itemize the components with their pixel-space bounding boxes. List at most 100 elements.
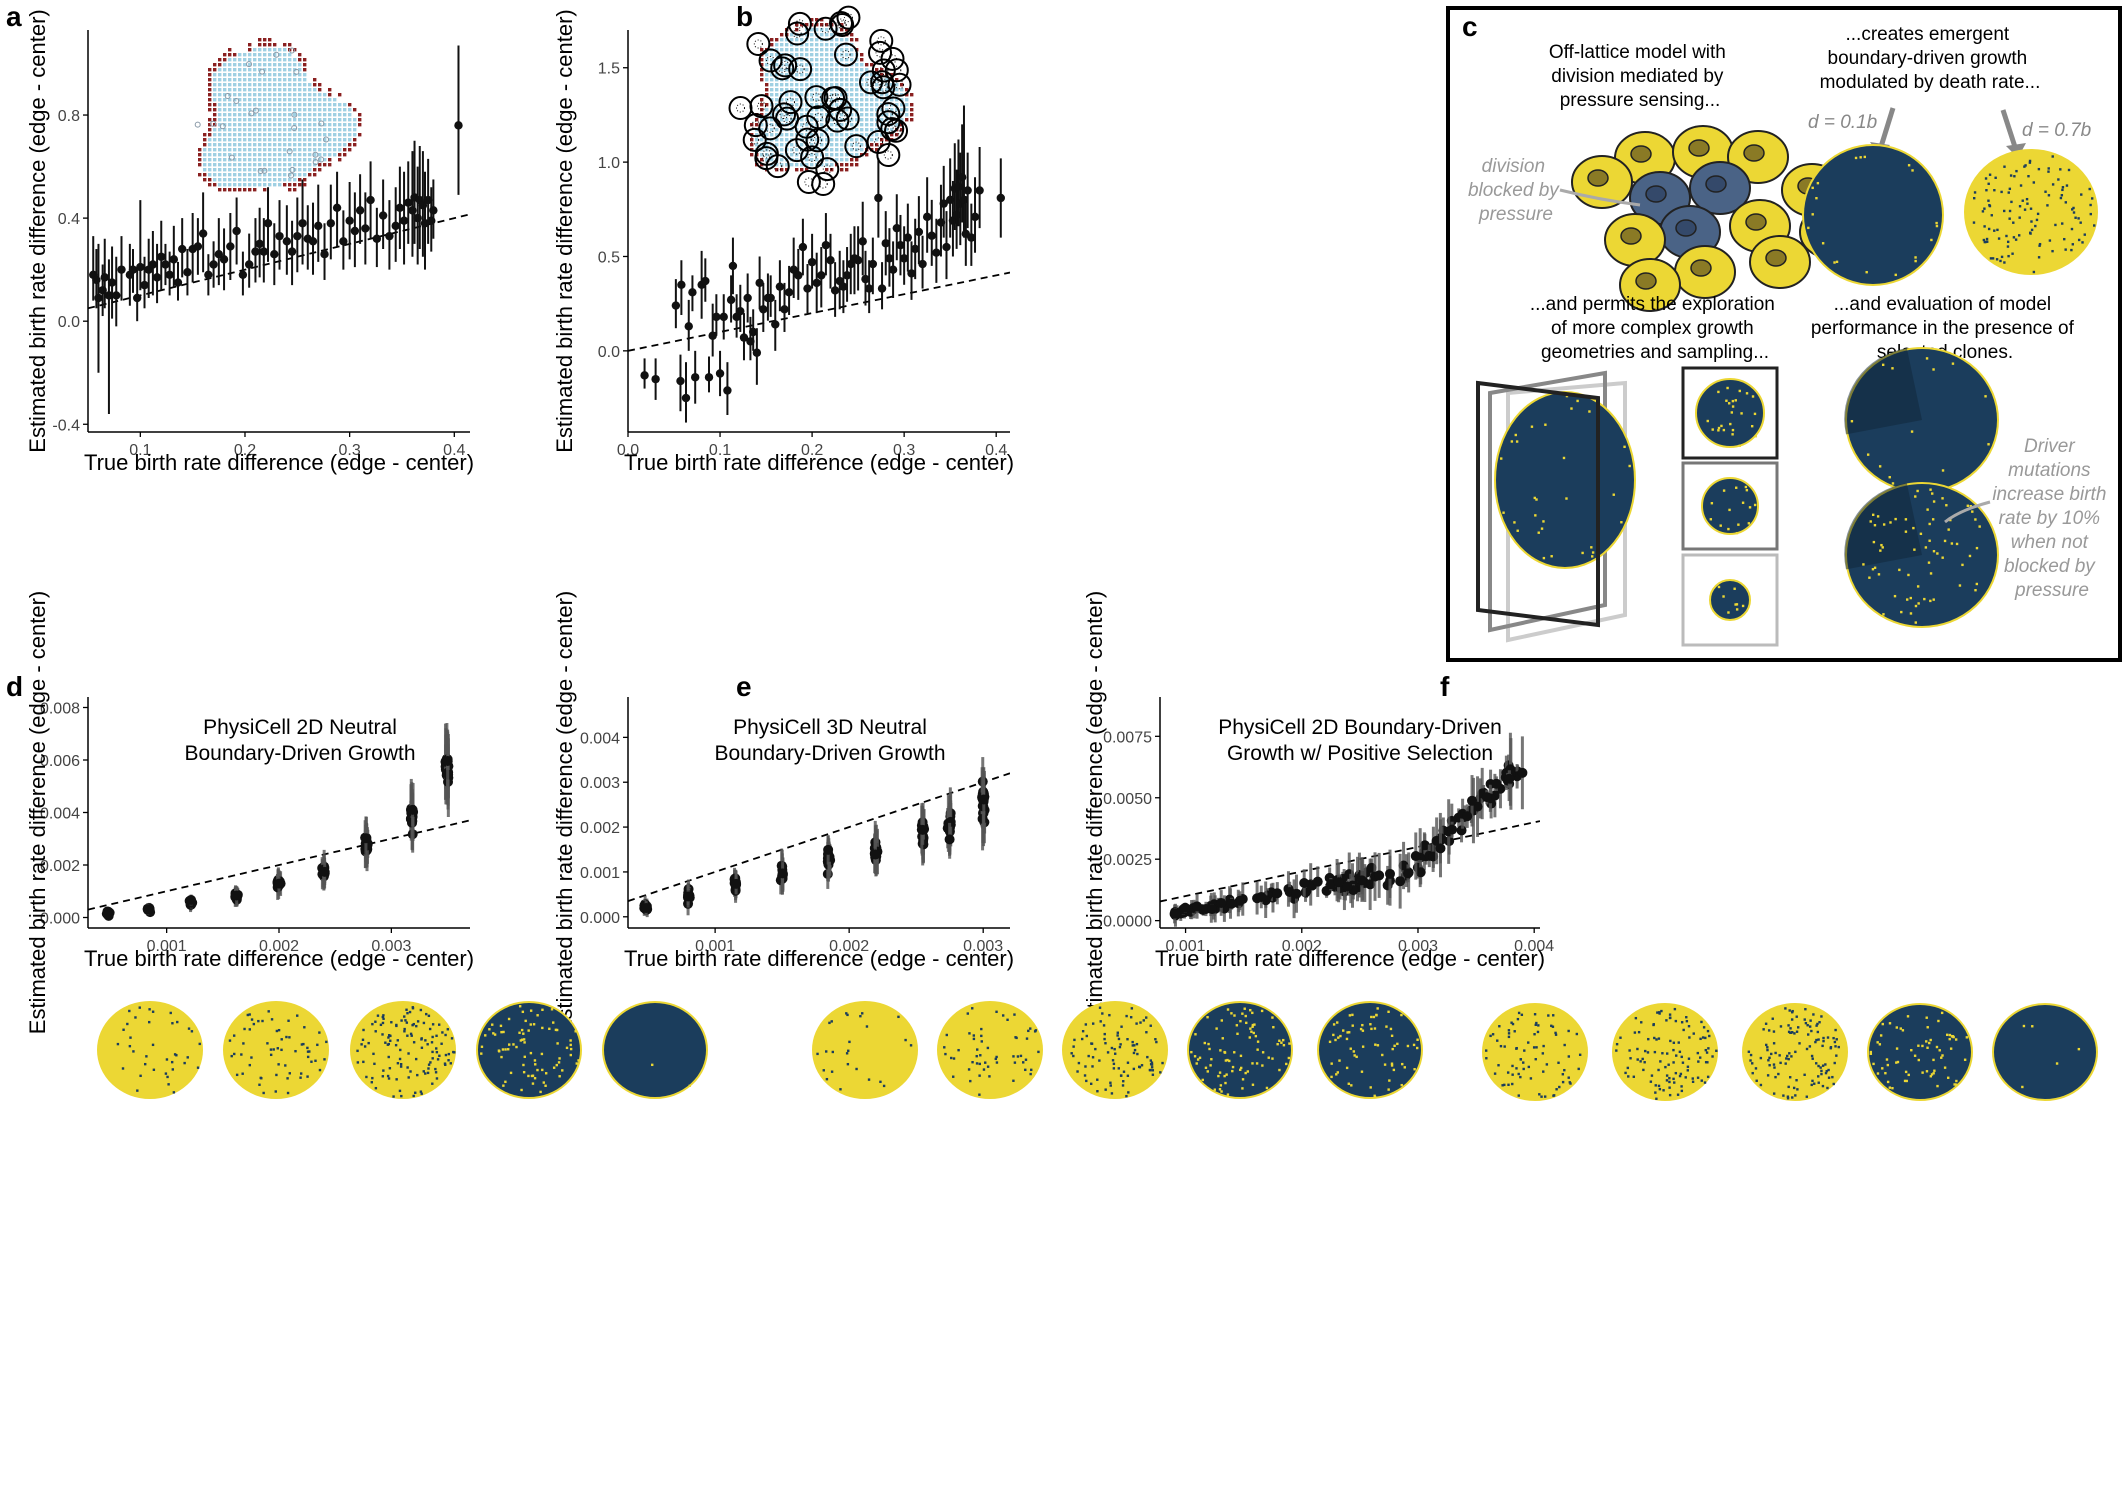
lattice-cell: [775, 133, 779, 137]
lattice-cell: [258, 78, 262, 82]
lattice-edge-cell: [253, 188, 257, 192]
lattice-edge-cell: [203, 133, 207, 137]
data-point: [274, 878, 285, 889]
tumor-cell-speck: [248, 1028, 252, 1031]
tumor-cell-speck: [986, 1065, 990, 1068]
lattice-cell: [348, 113, 352, 117]
data-point: [1291, 888, 1302, 899]
y-tick-label: 0.004: [40, 806, 80, 823]
tumor-cell-speck: [407, 1076, 410, 1079]
tumor-cell-speck: [1974, 518, 1977, 521]
tumor-cell-speck: [1673, 1081, 1676, 1084]
cell-nucleus: [1745, 213, 1767, 231]
lattice-cell: [810, 143, 814, 147]
lattice-cell: [218, 78, 222, 82]
lattice-edge-cell: [303, 63, 307, 67]
lattice-cell: [283, 83, 287, 87]
lattice-cell: [850, 103, 854, 107]
lattice-cell: [278, 168, 282, 172]
lattice-cell: [795, 68, 799, 72]
lattice-cell: [288, 138, 292, 142]
tumor-cell-speck: [1704, 1048, 1707, 1052]
lattice-cell: [333, 113, 337, 117]
tumor-cell-speck: [1231, 1069, 1234, 1073]
lattice-cell: [318, 98, 322, 102]
sample-circle-inner: [874, 137, 884, 147]
lattice-cell: [273, 73, 277, 77]
tumor-cell-speck: [1735, 603, 1739, 606]
panel-c-text-bottom-right: ...and evaluation of model performance i…: [1811, 294, 2079, 363]
y-tick-label: 1.0: [598, 155, 620, 172]
tumor-cell-speck: [1351, 1013, 1354, 1017]
lattice-cell: [323, 93, 327, 97]
y-tick-label: 0.0075: [1103, 729, 1152, 746]
lattice-edge-cell: [198, 173, 202, 177]
lattice-cell: [218, 103, 222, 107]
lattice-edge-cell: [760, 58, 764, 62]
lattice-cell: [770, 88, 774, 92]
lattice-cell: [765, 118, 769, 122]
lattice-cell: [860, 78, 864, 82]
lattice-cell: [248, 133, 252, 137]
lattice-cell: [785, 38, 789, 42]
lattice-cell: [835, 158, 839, 162]
lattice-cell: [860, 128, 864, 132]
tumor-cell-speck: [1786, 1054, 1789, 1058]
data-point: [298, 219, 307, 228]
x-tick-label: 0.003: [371, 938, 411, 955]
tumor-cell-speck: [1072, 1054, 1075, 1058]
tumor-cell-speck: [577, 1059, 580, 1062]
tumor-cell-speck: [1711, 428, 1714, 431]
panel-letter-b: b: [736, 1, 753, 32]
lattice-cell: [303, 158, 307, 162]
tumor-cell-speck: [1947, 1076, 1950, 1079]
tumor-cell-speck: [497, 1049, 501, 1052]
tumor-cell-speck: [995, 1055, 998, 1059]
lattice-cell: [845, 83, 849, 87]
data-point: [896, 240, 905, 250]
tumor-cell-speck: [1771, 1017, 1774, 1020]
tumor-cell-speck: [1240, 1066, 1243, 1070]
tumor-cell-speck: [1978, 525, 1981, 528]
lattice-cell: [233, 113, 237, 117]
data-point: [107, 278, 117, 287]
lattice-cell: [268, 63, 272, 67]
lattice-cell: [288, 108, 292, 112]
lattice-cell: [790, 38, 794, 42]
tumor-cell-speck: [395, 1023, 398, 1027]
sample-circle: [834, 42, 859, 67]
tumor-cell-speck: [1706, 1061, 1709, 1064]
tumor-cell-speck: [1910, 430, 1914, 433]
data-point: [963, 186, 972, 195]
lattice-edge-cell: [208, 78, 212, 82]
tumor-cell-speck: [379, 1023, 383, 1027]
tumor-cell-speck: [1118, 1045, 1122, 1049]
tumor-cell-speck: [1923, 597, 1926, 601]
tumor-cell-speck: [523, 1055, 526, 1059]
tumor-cell-speck: [1891, 1086, 1894, 1090]
tumor-cell-speck: [1544, 423, 1547, 426]
data-point: [918, 259, 927, 269]
lattice-cell: [860, 148, 864, 152]
tumor-cell-speck: [288, 1072, 291, 1075]
tumor-cell-speck: [1914, 621, 1917, 624]
tumor-cell-speck: [1876, 1041, 1879, 1044]
tumor-cell-speck: [1288, 1042, 1291, 1045]
lattice-cell: [785, 83, 789, 87]
tumor-cell-speck: [541, 1026, 544, 1030]
lattice-cell: [795, 48, 799, 52]
tumor-cell-speck: [1542, 520, 1545, 523]
tumor-body: [1992, 1003, 2098, 1101]
lattice-edge-cell: [313, 83, 317, 87]
lattice-cell: [875, 73, 879, 77]
lattice-cell: [855, 128, 859, 132]
tumor-cell-speck: [1963, 1058, 1967, 1061]
tumor-cell-speck: [1786, 1097, 1790, 1100]
lattice-cell: [273, 103, 277, 107]
data-point: [914, 227, 924, 237]
lattice-cell: [825, 53, 829, 57]
lattice-cell: [785, 63, 789, 67]
lattice-cell: [860, 63, 864, 67]
tumor-cell-speck: [1091, 1056, 1095, 1059]
3d-sampling-illustration: [1476, 366, 1779, 647]
